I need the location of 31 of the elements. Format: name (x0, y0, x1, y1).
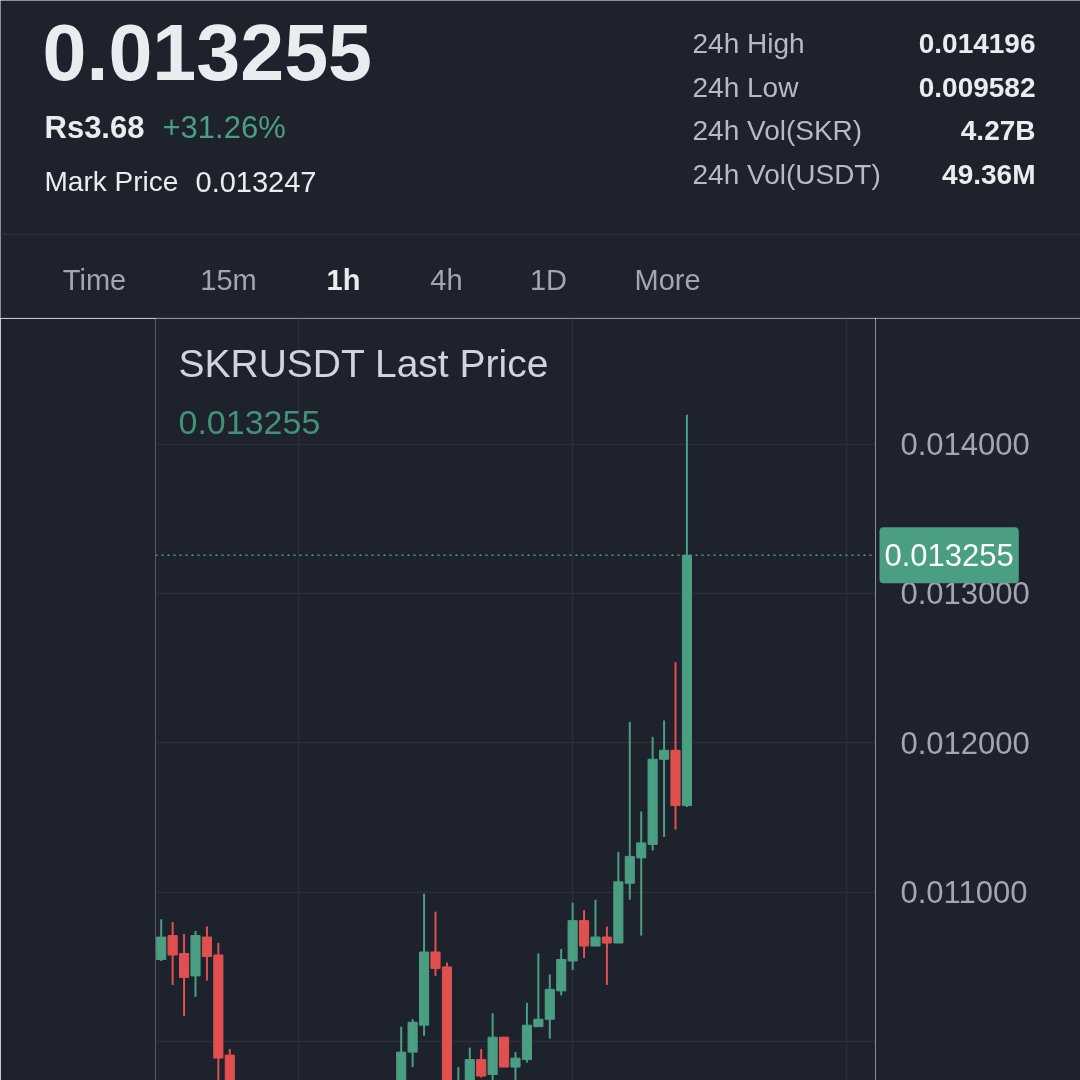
text: 24h Vol(SKR) (692, 115, 863, 146)
text: More (634, 263, 701, 296)
text: 4h (430, 263, 463, 296)
text: SKRUSDT Last Price (178, 342, 549, 385)
text: 49.36M (942, 159, 1036, 190)
ref-line-label: 0.013255 (884, 538, 1014, 574)
text: 0.013255 (178, 403, 321, 441)
text: 0.013255 (42, 8, 373, 97)
text: 0.014196 (918, 28, 1036, 59)
text: 4.27B (960, 115, 1036, 146)
y-tick-label: 0.011000 (900, 875, 1028, 911)
text: 24h Low (692, 72, 800, 103)
y-tick-label: 0.013000 (900, 576, 1030, 612)
candlestick (156, 918, 167, 962)
candlestick (601, 925, 612, 986)
text: Time (62, 263, 127, 296)
text: 0.013247 (195, 165, 317, 198)
candlestick (476, 1048, 487, 1079)
candlestick (464, 1046, 475, 1080)
text: +31.26% (162, 110, 286, 145)
y-tick-label: 0.012000 (900, 725, 1030, 761)
text: 1h (326, 263, 361, 296)
text: 24h High (692, 28, 805, 59)
text: 15m (200, 263, 257, 296)
text: 24h Vol(USDT) (692, 159, 881, 190)
candlestick (590, 898, 601, 948)
text: 1D (529, 263, 568, 296)
y-tick-label: 0.014000 (900, 427, 1030, 463)
text: Mark Price (44, 166, 179, 197)
text: Rs3.68 (44, 110, 145, 145)
text: 0.009582 (918, 72, 1036, 103)
